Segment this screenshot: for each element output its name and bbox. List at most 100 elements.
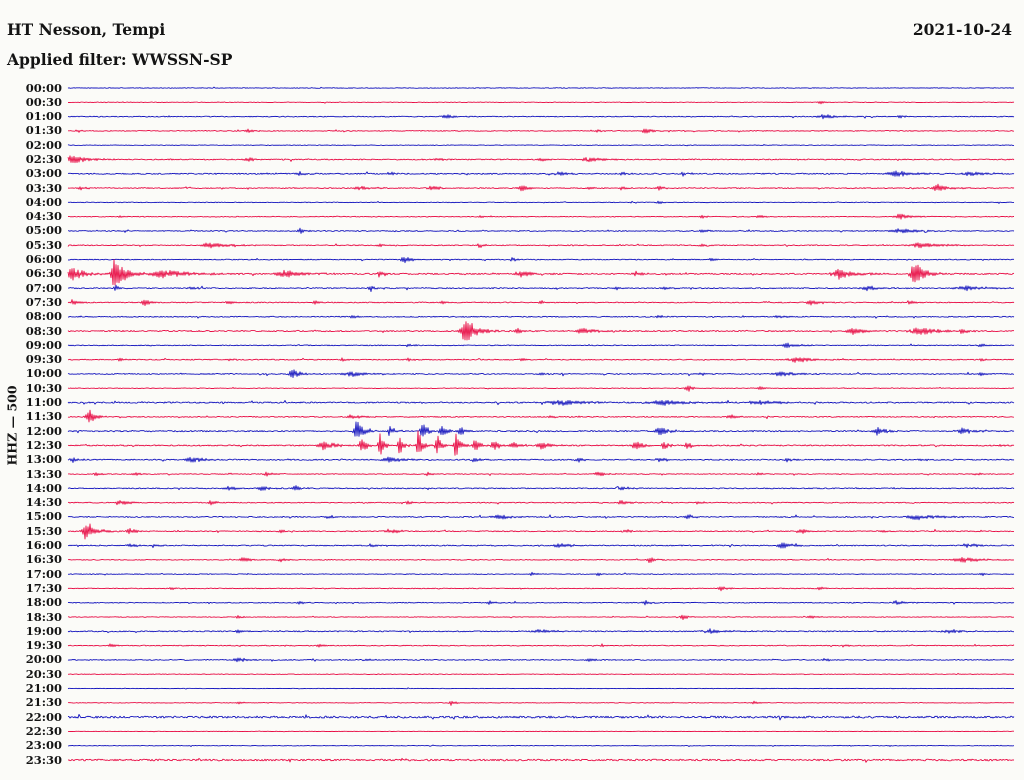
time-label-0230: 02:30 bbox=[25, 151, 62, 166]
trace-row-0600 bbox=[67, 257, 1015, 264]
trace-row-0130 bbox=[68, 128, 1015, 134]
trace-row-1330 bbox=[68, 471, 1014, 477]
trace-row-0930 bbox=[67, 357, 1015, 363]
time-label-1330: 13:30 bbox=[25, 466, 62, 481]
trace-row-0230 bbox=[67, 155, 1015, 164]
time-label-0600: 06:00 bbox=[25, 252, 62, 267]
trace-row-0630 bbox=[67, 259, 1015, 286]
time-label-1730: 17:30 bbox=[25, 580, 62, 595]
time-label-1000: 10:00 bbox=[25, 366, 62, 381]
time-label-0700: 07:00 bbox=[25, 280, 62, 295]
time-label-1100: 11:00 bbox=[25, 395, 62, 410]
time-label-0830: 08:30 bbox=[25, 323, 62, 338]
time-label-1500: 15:00 bbox=[25, 509, 62, 524]
trace-row-1930 bbox=[67, 643, 1015, 648]
time-label-1830: 18:30 bbox=[25, 609, 62, 624]
trace-row-0530 bbox=[67, 242, 1015, 249]
trace-row-2200 bbox=[67, 713, 1015, 721]
trace-row-1430 bbox=[67, 500, 1015, 506]
time-label-2130: 21:30 bbox=[25, 695, 62, 710]
trace-row-2230 bbox=[68, 730, 1014, 733]
filter-label: Applied filter: WWSSN-SP bbox=[7, 50, 233, 69]
trace-row-1700 bbox=[67, 571, 1015, 577]
time-label-1630: 16:30 bbox=[25, 552, 62, 567]
station-title: HT Nesson, Tempi bbox=[7, 20, 166, 39]
time-label-2100: 21:00 bbox=[25, 681, 62, 695]
time-label-0200: 02:00 bbox=[25, 137, 62, 152]
time-label-2000: 20:00 bbox=[25, 652, 62, 667]
trace-row-0730 bbox=[67, 299, 1015, 306]
time-label-0500: 05:00 bbox=[25, 223, 62, 238]
trace-row-2000 bbox=[67, 657, 1015, 663]
trace-row-2030 bbox=[67, 672, 1015, 676]
time-label-1930: 19:30 bbox=[25, 638, 62, 653]
time-label-0800: 08:00 bbox=[25, 309, 62, 324]
trace-row-0900 bbox=[67, 342, 1015, 349]
time-label-1600: 16:00 bbox=[25, 538, 62, 553]
trace-row-1400 bbox=[67, 485, 1015, 491]
time-label-0130: 01:30 bbox=[25, 123, 62, 138]
trace-row-1800 bbox=[67, 600, 1015, 606]
trace-row-1030 bbox=[67, 385, 1014, 392]
time-label-0300: 03:00 bbox=[25, 166, 62, 181]
trace-row-1730 bbox=[67, 586, 1015, 592]
trace-row-1630 bbox=[67, 556, 1015, 564]
trace-row-1900 bbox=[67, 628, 1014, 634]
trace-row-1300 bbox=[67, 456, 1015, 463]
time-label-1130: 11:30 bbox=[25, 409, 62, 424]
trace-row-1230 bbox=[67, 430, 1015, 456]
trace-row-0430 bbox=[67, 213, 1014, 220]
trace-row-0830 bbox=[67, 321, 1015, 341]
trace-row-0700 bbox=[68, 284, 1015, 293]
time-label-2230: 22:30 bbox=[25, 723, 62, 738]
trace-row-1600 bbox=[67, 542, 1015, 549]
time-label-1530: 15:30 bbox=[25, 523, 62, 538]
date-label: 2021-10-24 bbox=[912, 20, 1012, 39]
trace-row-1000 bbox=[67, 369, 1015, 379]
time-label-0030: 00:30 bbox=[25, 94, 62, 109]
trace-row-0400 bbox=[67, 200, 1015, 205]
trace-row-0000 bbox=[67, 86, 1014, 89]
trace-row-2300 bbox=[67, 744, 1015, 747]
time-label-1800: 18:00 bbox=[25, 595, 62, 610]
time-label-0900: 09:00 bbox=[25, 337, 62, 352]
time-label-2330: 23:30 bbox=[25, 752, 62, 767]
trace-row-0330 bbox=[67, 183, 1015, 192]
trace-row-0200 bbox=[67, 144, 1015, 147]
trace-row-0030 bbox=[68, 100, 1015, 105]
trace-row-1830 bbox=[67, 614, 1014, 621]
time-label-0530: 05:30 bbox=[25, 237, 62, 252]
time-label-0000: 00:00 bbox=[25, 80, 62, 95]
time-label-0430: 04:30 bbox=[25, 209, 62, 224]
trace-row-2330 bbox=[67, 757, 1015, 763]
time-label-1400: 14:00 bbox=[25, 480, 62, 495]
trace-row-0500 bbox=[67, 227, 1015, 234]
time-label-0400: 04:00 bbox=[25, 194, 62, 209]
trace-row-0800 bbox=[67, 314, 1015, 319]
time-label-0630: 06:30 bbox=[25, 266, 62, 281]
trace-row-2100 bbox=[67, 687, 1015, 690]
time-label-1030: 10:30 bbox=[25, 380, 62, 395]
time-label-1700: 17:00 bbox=[25, 566, 62, 581]
trace-row-1130 bbox=[67, 409, 1015, 423]
time-label-1430: 14:30 bbox=[25, 495, 62, 510]
trace-row-1100 bbox=[67, 399, 1015, 406]
trace-row-1200 bbox=[67, 421, 1015, 437]
time-label-1300: 13:00 bbox=[25, 452, 62, 467]
time-label-0330: 03:30 bbox=[25, 180, 62, 195]
trace-row-2130 bbox=[67, 700, 1014, 706]
time-label-1200: 12:00 bbox=[25, 423, 62, 438]
time-label-0930: 09:30 bbox=[25, 352, 62, 367]
trace-row-0300 bbox=[67, 170, 1015, 177]
trace-row-0100 bbox=[67, 114, 1015, 120]
time-label-2200: 22:00 bbox=[25, 709, 62, 724]
time-label-2030: 20:30 bbox=[25, 666, 62, 681]
time-label-0730: 07:30 bbox=[25, 294, 62, 309]
time-label-1230: 12:30 bbox=[25, 437, 62, 452]
time-label-0100: 01:00 bbox=[25, 109, 62, 124]
trace-row-1500 bbox=[67, 514, 1014, 521]
trace-row-1530 bbox=[67, 523, 1014, 540]
time-label-2300: 23:00 bbox=[25, 738, 62, 753]
